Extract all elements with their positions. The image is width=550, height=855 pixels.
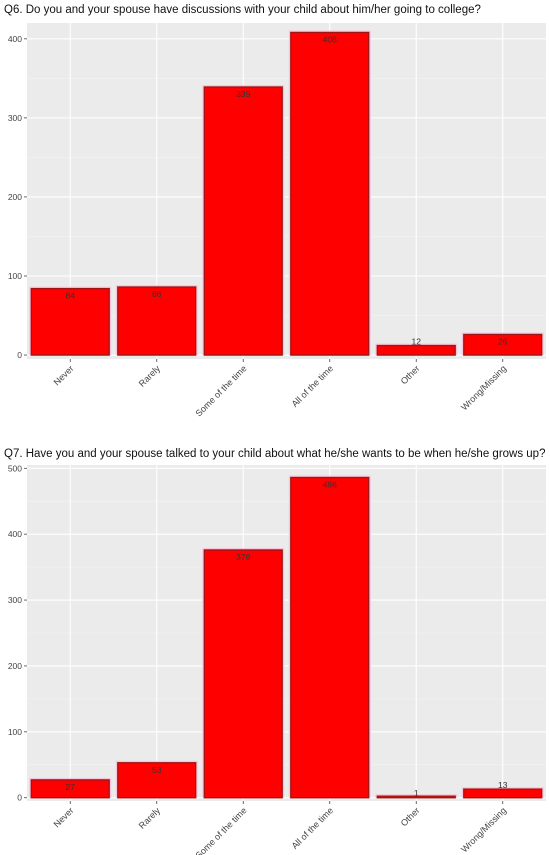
data-label: 12: [412, 337, 422, 347]
x-tick-label: All of the time: [290, 805, 336, 851]
y-tick-label: 400: [8, 529, 22, 539]
data-label: 27: [66, 782, 76, 792]
x-tick-label: Wrong/Missing: [459, 363, 508, 412]
x-tick-label: Never: [52, 805, 76, 829]
x-tick-label: All of the time: [290, 363, 336, 409]
y-tick-label: 200: [8, 192, 22, 202]
x-tick-label: Some of the time: [193, 805, 248, 855]
bar: [290, 476, 370, 799]
bar: [290, 31, 370, 356]
y-tick-label: 400: [8, 34, 22, 44]
x-tick-label: Rarely: [137, 805, 163, 831]
data-label: 84: [66, 291, 76, 301]
data-label: 26: [498, 336, 508, 346]
data-label: 339: [236, 89, 250, 99]
y-tick-label: 0: [17, 350, 22, 360]
y-tick-label: 100: [8, 727, 22, 737]
chart-q6-plot: 0 100 200 300 400 84 86 339 408 12 26 Never Rarely So…: [8, 23, 546, 419]
y-tick-label: 0: [17, 793, 22, 803]
x-tick-label: Other: [399, 805, 422, 828]
bar: [376, 344, 456, 356]
bar: [376, 795, 456, 799]
y-tick-label: 200: [8, 661, 22, 671]
chart-q7: Q7. Have you and your spouse talked to y…: [0, 430, 550, 855]
y-tick-label: 500: [8, 465, 22, 473]
chart-title: Q6. Do you and your spouse have discussi…: [4, 4, 481, 16]
bar: [463, 333, 543, 356]
bar: [117, 286, 197, 356]
data-label: 13: [498, 780, 508, 790]
y-tick-label: 100: [8, 271, 22, 281]
data-label: 408: [323, 34, 337, 44]
data-label: 486: [323, 480, 337, 490]
plot-panel: [27, 23, 546, 359]
bar: [117, 762, 197, 799]
chart-q7-plot: 0 100 200 300 400 500 27 53 376 486 1 13 Never Rarely…: [8, 465, 546, 855]
x-tick-label: Wrong/Missing: [459, 805, 508, 854]
x-tick-label: Never: [52, 363, 76, 387]
bar: [203, 86, 283, 356]
chart-q6: Q6. Do you and your spouse have discussi…: [4, 4, 546, 419]
y-tick-label: 300: [8, 595, 22, 605]
data-label: 1: [414, 788, 419, 798]
x-tick-label: Other: [399, 363, 422, 386]
bar: [30, 779, 110, 799]
data-label: 86: [152, 289, 162, 299]
bar: [30, 287, 110, 356]
data-label: 53: [152, 765, 162, 775]
x-tick-label: Rarely: [137, 363, 163, 389]
data-label: 376: [236, 552, 250, 562]
y-tick-label: 300: [8, 113, 22, 123]
x-tick-label: Some of the time: [193, 363, 248, 418]
bar: [203, 549, 283, 799]
chart-title: Q7. Have you and your spouse talked to y…: [4, 448, 546, 460]
bar: [463, 788, 543, 799]
